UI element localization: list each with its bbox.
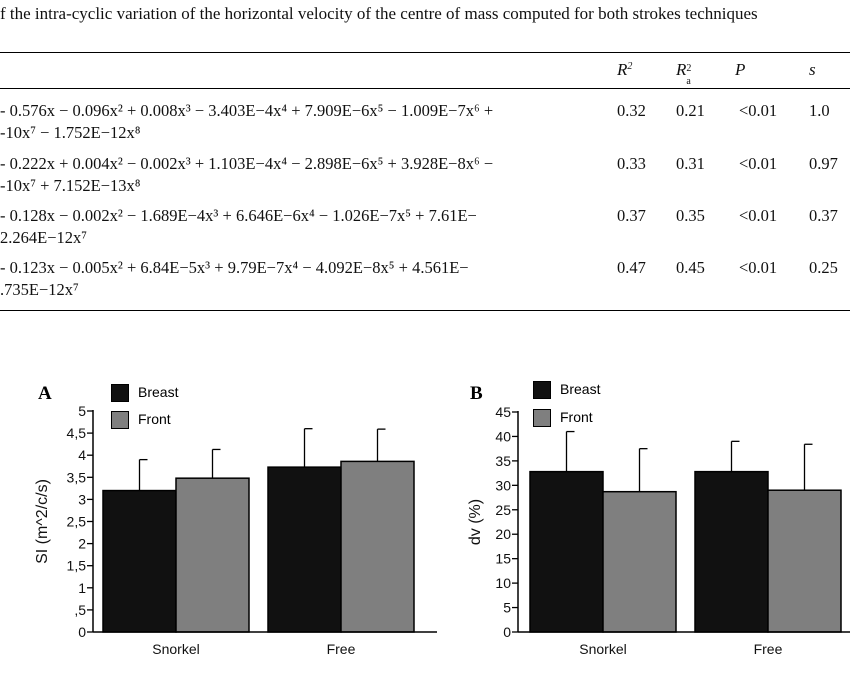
y-tick-label: ,5 (74, 602, 86, 618)
equation-line-1: - 0.123x − 0.005x² + 6.84E−5x³ + 9.79E−7… (0, 258, 469, 277)
equation-line-2: -10x⁷ − 1.752E−12x⁸ (0, 123, 141, 142)
cell-s: 0.97 (809, 154, 838, 173)
y-tick-label: 15 (495, 551, 511, 567)
y-tick-label: 25 (495, 502, 511, 518)
y-tick-label: 1 (78, 580, 86, 596)
cell-r2: 0.33 (617, 154, 646, 173)
equation-line-2: .735E−12x⁷ (0, 280, 79, 299)
category-label-snorkel: Snorkel (152, 641, 199, 657)
y-tick-label: 3,5 (67, 469, 87, 485)
y-tick-label: 4,5 (67, 425, 87, 441)
category-label-snorkel: Snorkel (579, 641, 626, 657)
legend-breast-label-a: Breast (138, 384, 179, 400)
legend-breast-swatch-a (111, 384, 129, 402)
y-tick-label: 35 (495, 453, 511, 469)
y-tick-label: 0 (503, 624, 511, 640)
legend-front-swatch-a (111, 411, 129, 429)
bar-breast-snorkel (529, 470, 604, 633)
cell-r2: 0.47 (617, 258, 646, 277)
cell-r2-adjusted: 0.31 (676, 154, 705, 173)
equation-line-2: 2.264E−12x⁷ (0, 228, 88, 247)
y-tick-label: 10 (495, 575, 511, 591)
legend-front-label-b: Front (560, 409, 593, 425)
equation-line-1: - 0.128x − 0.002x² − 1.689E−4x³ + 6.646E… (0, 206, 477, 225)
cell-s: 1.0 (809, 101, 830, 120)
category-label-free: Free (754, 641, 783, 657)
y-tick-label: 2,5 (67, 514, 87, 530)
cell-p: <0.01 (739, 101, 778, 120)
y-tick-label: 1,5 (67, 558, 87, 574)
equation-line-1: - 0.576x − 0.096x² + 0.008x³ − 3.403E−4x… (0, 101, 494, 120)
y-tick-label: 5 (503, 600, 511, 616)
header-p: P (735, 60, 746, 79)
cell-p: <0.01 (739, 258, 778, 277)
y-axis-label: SI (m^2/c/s) (34, 479, 51, 564)
category-label-free: Free (327, 641, 356, 657)
panel-b-label: B (470, 383, 483, 404)
y-tick-label: 2 (78, 536, 86, 552)
bar-front-snorkel (175, 477, 250, 633)
y-axis-label: dv (%) (467, 499, 484, 545)
cell-s: 0.25 (809, 258, 838, 277)
header-r2: R2 (617, 60, 633, 79)
y-tick-label: 4 (78, 447, 86, 463)
cell-p: <0.01 (739, 154, 778, 173)
cell-s: 0.37 (809, 206, 838, 225)
legend-breast-swatch-b (533, 381, 551, 399)
equation-line-1: - 0.222x + 0.004x² − 0.002x³ + 1.103E−4x… (0, 154, 494, 173)
bar-breast-free (267, 466, 342, 633)
bar-breast-snorkel (102, 489, 177, 633)
header-s: s (809, 60, 816, 79)
equation-line-2: -10x⁷ + 7.152E−13x⁸ (0, 176, 141, 195)
bar-breast-free (694, 470, 769, 633)
y-tick-label: 40 (495, 428, 511, 444)
cell-r2-adjusted: 0.21 (676, 101, 705, 120)
legend-front-label-a: Front (138, 411, 171, 427)
y-tick-label: 45 (495, 404, 511, 420)
cell-r2-adjusted: 0.35 (676, 206, 705, 225)
bar-front-free (767, 489, 842, 633)
cell-r2: 0.32 (617, 101, 646, 120)
cell-r2-adjusted: 0.45 (676, 258, 705, 277)
cell-r2: 0.37 (617, 206, 646, 225)
cell-p: <0.01 (739, 206, 778, 225)
y-tick-label: 5 (78, 403, 86, 419)
table-top-rule (0, 52, 850, 53)
table-caption: f the intra-cyclic variation of the hori… (0, 4, 758, 23)
y-tick-label: 0 (78, 624, 86, 640)
y-tick-label: 20 (495, 526, 511, 542)
table-header-rule (0, 88, 850, 89)
table-bottom-rule (0, 310, 850, 311)
panel-a-label: A (38, 383, 52, 404)
legend-front-swatch-b (533, 409, 551, 427)
y-tick-label: 30 (495, 477, 511, 493)
y-tick-label: 3 (78, 491, 86, 507)
bar-front-snorkel (602, 490, 677, 633)
legend-breast-label-b: Breast (560, 381, 601, 397)
